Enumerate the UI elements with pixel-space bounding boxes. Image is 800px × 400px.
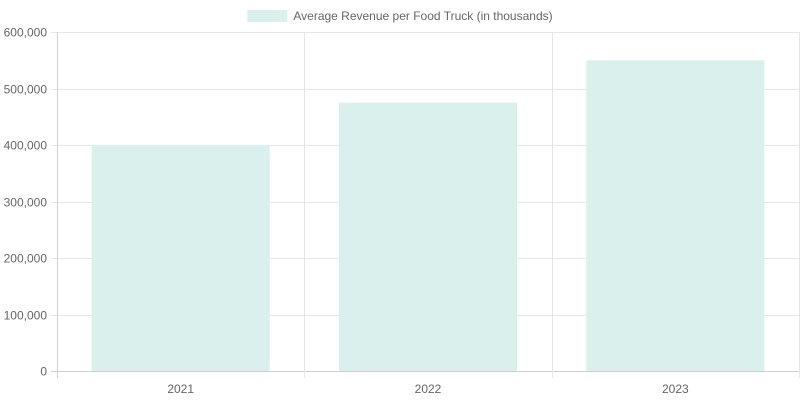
bars [91,60,765,371]
axes: 0 100,000 200,000 300,000 400,000 500,000 600,… [4,26,689,397]
legend-swatch[interactable] [247,10,288,22]
y-tick-label: 200,000 [4,252,48,266]
y-tick-label: 300,000 [4,196,48,210]
y-tick-label: 500,000 [4,83,48,97]
y-tick-label: 400,000 [4,139,48,153]
legend[interactable]: Average Revenue per Food Truck (in thous… [247,9,553,23]
x-tick-label: 2021 [167,382,194,396]
x-tick-label: 2023 [662,382,689,396]
y-tick-label: 0 [40,365,47,379]
bar-2023[interactable] [586,60,765,371]
bar-2021[interactable] [91,145,270,371]
bar-2022[interactable] [338,102,518,371]
y-tick-label: 600,000 [4,26,48,40]
x-tick-label: 2022 [415,382,442,396]
y-tick-label: 100,000 [4,309,48,323]
legend-label[interactable]: Average Revenue per Food Truck (in thous… [293,9,552,23]
